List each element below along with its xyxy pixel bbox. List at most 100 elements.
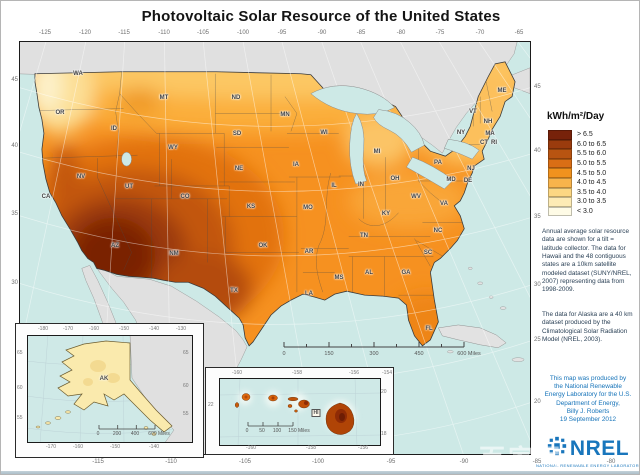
lon-label: -105 — [196, 30, 210, 36]
lon-label: -156 — [357, 445, 369, 451]
state-label: CO — [180, 194, 190, 200]
legend-row: 6.0 to 6.5 — [548, 139, 606, 150]
lon-label: -85 — [532, 459, 542, 465]
lon-label: -170 — [62, 326, 74, 332]
state-label: CA — [41, 194, 51, 200]
legend-row: 5.0 to 5.5 — [548, 158, 606, 169]
lat-label: 25 — [534, 337, 541, 343]
state-label: WA — [73, 71, 83, 77]
state-label: SD — [232, 131, 242, 137]
main-scalebar — [277, 341, 473, 355]
credit-line: This map was produced by — [549, 375, 627, 382]
lon-label: -156 — [348, 370, 360, 376]
lat-label: 45 — [534, 84, 541, 90]
state-label: MS — [334, 275, 344, 281]
state-label: IL — [331, 183, 337, 189]
hawaii-inset-map — [219, 378, 381, 446]
credit-line: the National Renewable — [554, 383, 622, 391]
scalebar-label: 450 — [414, 351, 424, 357]
legend-label: 4.5 to 5.0 — [577, 169, 607, 177]
legend-color-swatch — [548, 139, 572, 150]
legend-label: 4.0 to 4.5 — [577, 179, 607, 187]
page-title: Photovoltaic Solar Resource of the Unite… — [141, 8, 501, 25]
annotation-alaska: The data for Alaska are a 40 km dataset … — [542, 311, 633, 343]
state-label: VA — [440, 201, 448, 207]
state-label: KY — [381, 211, 391, 217]
scalebar-label: 0 — [282, 351, 286, 357]
credit-line: Billy J. Roberts — [566, 407, 610, 415]
state-label: NV — [76, 174, 86, 180]
alaska-landmass — [57, 340, 173, 433]
state-label: MI — [373, 149, 381, 155]
legend-row: 4.0 to 4.5 — [548, 177, 607, 188]
scalebar-label: 100 — [272, 428, 282, 434]
state-label: TN — [360, 233, 368, 239]
lat-label: 60 — [183, 383, 189, 389]
state-label: NH — [483, 119, 493, 125]
state-label: WV — [411, 194, 421, 200]
lon-label: -150 — [109, 444, 121, 450]
watermark: 百家号 — [479, 444, 567, 474]
legend-row: 3.0 to 3.5 — [548, 197, 606, 207]
lat-label: 65 — [183, 350, 189, 356]
lon-label: -120 — [78, 30, 92, 36]
state-label: DE — [463, 178, 473, 184]
lon-label: -100 — [311, 459, 325, 465]
lat-label: 30 — [534, 282, 541, 288]
lat-label: 40 — [11, 143, 18, 149]
lon-label: -90 — [317, 30, 327, 36]
state-label: FL — [425, 326, 433, 332]
lon-label: -160 — [245, 445, 257, 451]
lon-label: -75 — [435, 30, 445, 36]
annotation-dataset: Annual average solar resource data are s… — [542, 228, 632, 294]
lon-label: -115 — [118, 30, 130, 36]
aleutian-islands — [35, 410, 157, 436]
lon-label: -150 — [118, 326, 130, 332]
lat-label: 55 — [183, 411, 189, 417]
lat-label: 18 — [381, 431, 387, 437]
legend-row: 5.5 to 6.0 — [548, 149, 606, 159]
lon-label: -160 — [72, 444, 84, 450]
legend-color-swatch — [548, 149, 572, 159]
alaska-label: AK — [99, 376, 109, 382]
legend-row: 3.5 to 4.0 — [548, 187, 606, 198]
hawaii-label: HI — [311, 409, 321, 417]
scalebar-label: 200 — [112, 431, 122, 437]
lon-label: -95 — [386, 459, 396, 465]
alaska-shading — [83, 360, 120, 386]
lat-label: 40 — [534, 148, 541, 154]
great-lakes — [121, 85, 480, 190]
state-label: NY — [456, 130, 466, 136]
lat-label: 45 — [11, 77, 18, 83]
lon-label: -140 — [148, 444, 160, 450]
legend-label: 3.0 to 3.5 — [577, 198, 607, 206]
lon-label: -115 — [92, 459, 104, 465]
credit-line: Department of Energy, — [556, 399, 620, 407]
legend-title: kWh/m²/Day — [547, 111, 605, 122]
scalebar-label: 300 — [369, 351, 379, 357]
state-label: ME — [497, 88, 507, 94]
cuba-island — [437, 324, 507, 349]
canada-in-alaska-inset — [129, 336, 192, 442]
state-label: AL — [365, 270, 373, 276]
state-label: UT — [125, 184, 133, 190]
lon-label: -100 — [236, 30, 250, 36]
lon-label: -65 — [514, 30, 524, 36]
state-label: LA — [305, 291, 313, 297]
nrel-sun-icon — [546, 435, 568, 462]
state-label: KS — [246, 204, 256, 210]
state-label: ID — [111, 126, 117, 132]
lon-label: -80 — [396, 30, 406, 36]
state-label: GA — [401, 270, 411, 276]
lon-label: -154 — [381, 370, 393, 376]
legend-color-swatch — [548, 197, 572, 207]
lon-label: -105 — [238, 459, 252, 465]
state-label: OH — [390, 176, 400, 182]
state-label: MA — [485, 131, 495, 137]
nrel-logo-tagline: NATIONAL RENEWABLE ENERGY LABORATORY — [536, 463, 640, 468]
lat-label: 60 — [17, 385, 23, 391]
scalebar-label: 600 Miles — [457, 351, 481, 357]
nrel-logo-text: NREL — [569, 436, 630, 460]
state-label: AR — [304, 249, 314, 255]
